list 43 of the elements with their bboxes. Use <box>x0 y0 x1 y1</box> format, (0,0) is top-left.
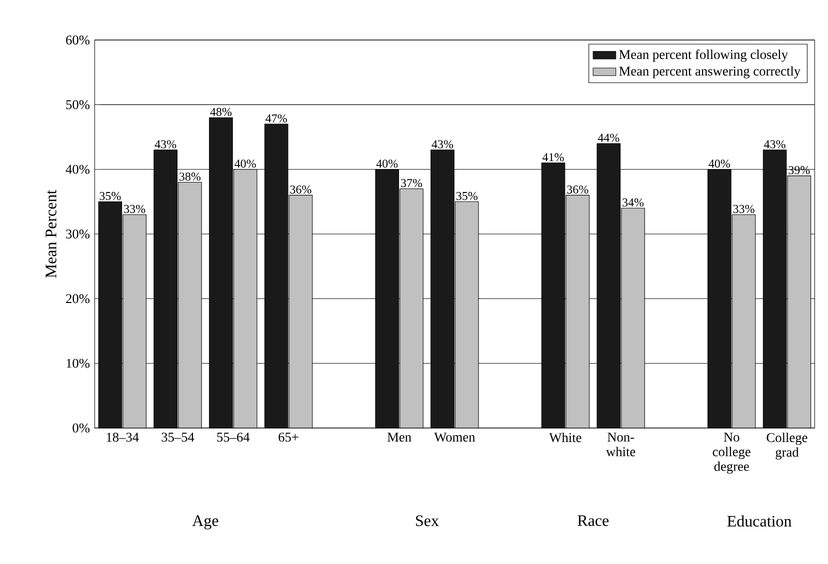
data-label: 40% <box>234 160 256 168</box>
x-tick-label: 35–54 <box>162 432 194 442</box>
x-tick-label: Non-white <box>606 432 636 456</box>
x-tick-label: 55–64 <box>217 432 250 442</box>
data-label: 41% <box>542 153 564 162</box>
data-label: 37% <box>401 178 422 188</box>
data-label: 43% <box>432 140 454 148</box>
legend-label: Mean percent following closely <box>619 49 788 62</box>
x-tick-label: Women <box>434 432 476 442</box>
legend-label: Mean percent answering correctly <box>619 66 801 78</box>
data-label: 33% <box>733 204 754 214</box>
text: Age <box>192 515 218 530</box>
data-label: 43% <box>764 140 786 148</box>
data-label: 33% <box>124 204 146 214</box>
x-tick-label: White <box>549 432 582 442</box>
y-tick-label: 60% <box>66 35 90 45</box>
data-label: 43% <box>154 140 176 148</box>
y-tick-label: 0% <box>72 423 90 433</box>
x-tick-label: No college degree <box>712 432 750 474</box>
x-tick-label: 18–34 <box>106 432 139 442</box>
y-tick-label: 30% <box>66 229 90 239</box>
y-tick-label: 10% <box>66 358 90 368</box>
text: Sex <box>416 515 439 526</box>
data-label: 34% <box>622 198 644 207</box>
data-label: 48% <box>210 108 232 116</box>
data-label: 40% <box>376 160 398 168</box>
data-label: 44% <box>598 134 620 142</box>
data-label: 35% <box>456 192 478 200</box>
y-tick-label: 20% <box>66 294 90 304</box>
data-label: 36% <box>567 185 588 194</box>
data-label: 36% <box>290 185 312 194</box>
data-label: 38% <box>179 172 201 181</box>
text: Education <box>727 515 792 527</box>
x-tick-label: Men <box>387 432 412 442</box>
y-tick-label: 50% <box>66 100 90 110</box>
x-tick-label: 65+ <box>278 432 298 442</box>
y-axis-title: Mean Percent <box>46 190 56 278</box>
x-tick-label: College grad <box>766 432 808 460</box>
text: Race <box>578 515 609 526</box>
y-tick-label: 40% <box>66 164 90 174</box>
data-label: 35% <box>100 192 121 200</box>
data-label: 47% <box>266 114 287 122</box>
data-label: 40% <box>708 160 730 168</box>
